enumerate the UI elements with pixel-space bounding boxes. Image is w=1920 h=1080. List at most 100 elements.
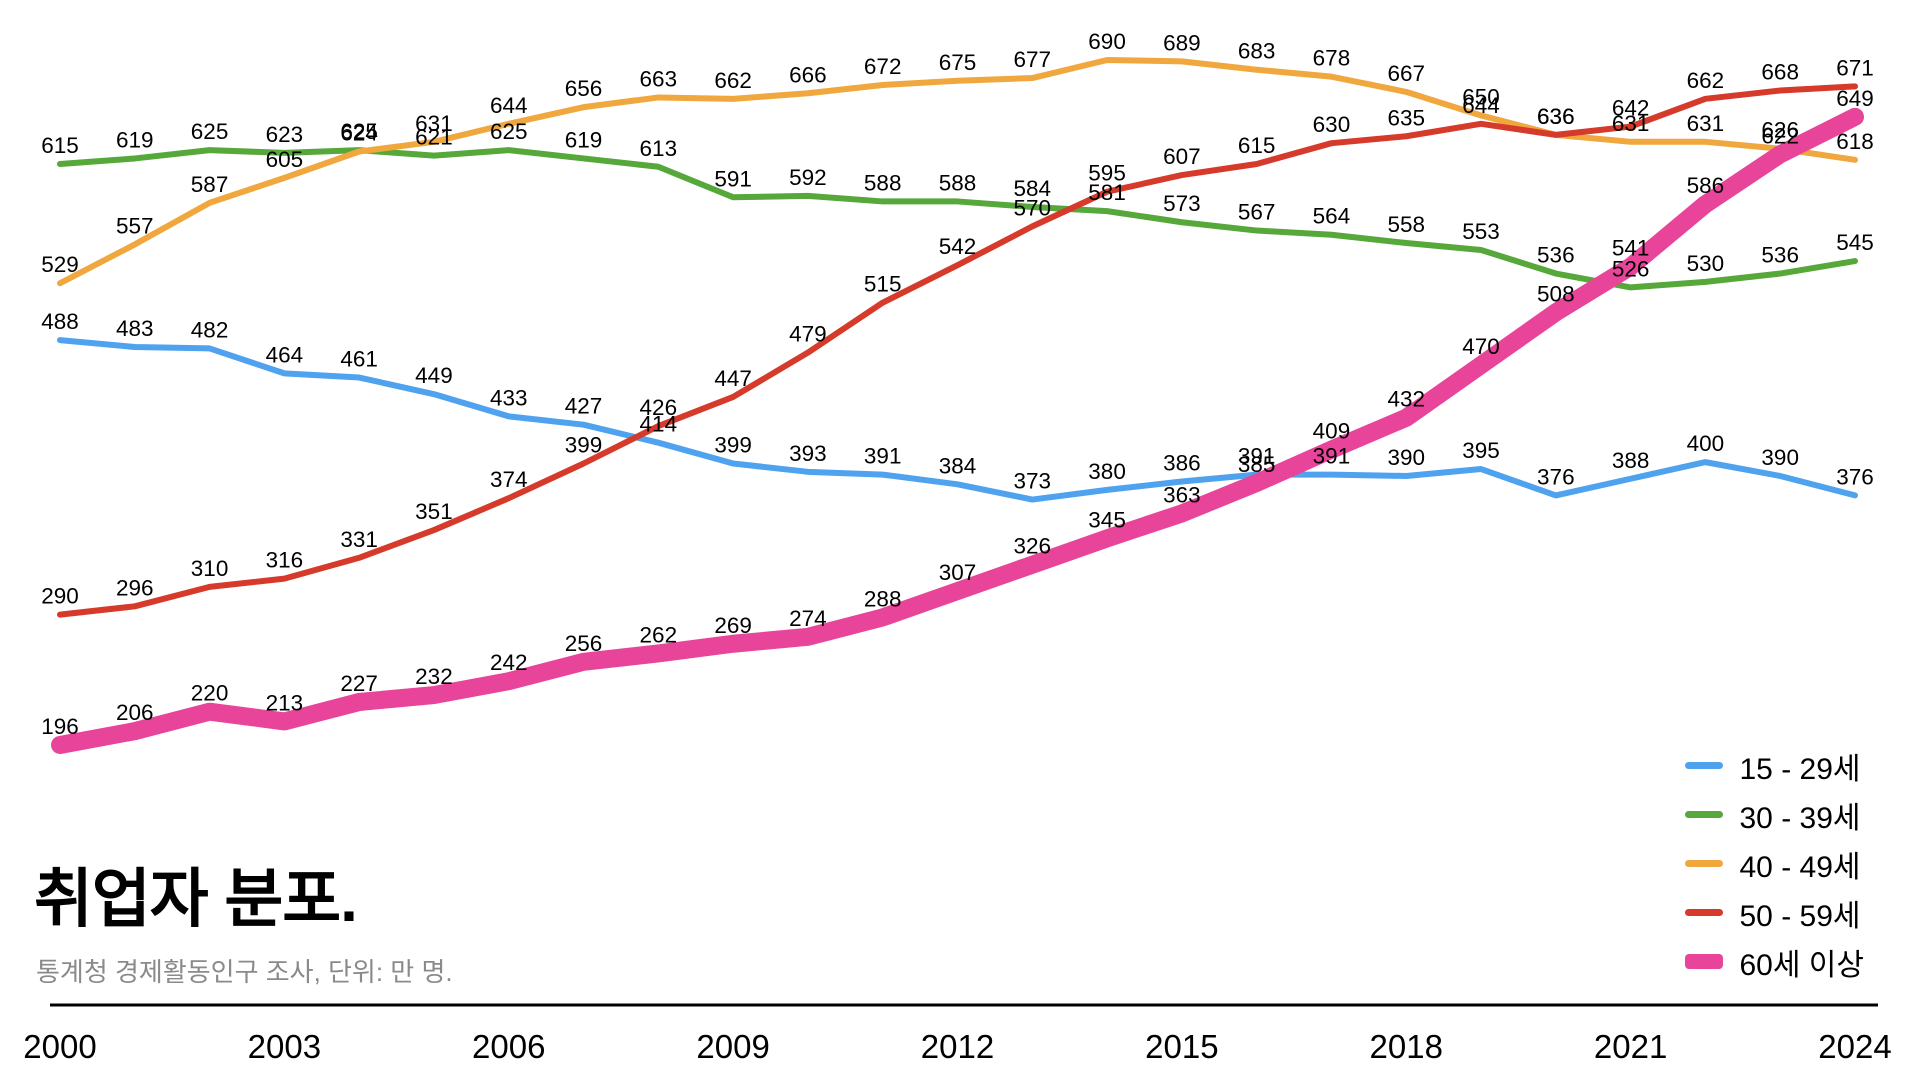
legend-label-2: 40 - 49세 bbox=[1739, 850, 1861, 884]
value-label-0: 391 bbox=[1238, 444, 1276, 469]
value-label-1: 526 bbox=[1612, 256, 1650, 281]
value-label-3: 668 bbox=[1761, 60, 1799, 85]
value-label-4: 622 bbox=[1761, 123, 1799, 148]
value-label-3: 635 bbox=[1387, 105, 1425, 130]
value-label-3: 426 bbox=[640, 395, 678, 420]
value-label-2: 689 bbox=[1163, 30, 1201, 55]
x-tick-label: 2003 bbox=[248, 1028, 321, 1065]
legend-label-4: 60세 이상 bbox=[1739, 948, 1864, 982]
value-label-1: 573 bbox=[1163, 191, 1201, 216]
value-label-1: 536 bbox=[1537, 243, 1575, 268]
value-label-4: 269 bbox=[714, 613, 752, 638]
chart-legend: 15 - 29세 30 - 39세 40 - 49세 50 - 59세 60세 이상 bbox=[1685, 735, 1864, 992]
legend-swatch-1 bbox=[1685, 811, 1724, 818]
value-label-1: 619 bbox=[565, 127, 603, 152]
value-label-2: 557 bbox=[116, 213, 154, 238]
value-label-1: 592 bbox=[789, 165, 827, 190]
value-label-4: 649 bbox=[1836, 86, 1874, 111]
value-label-1: 621 bbox=[415, 125, 453, 150]
value-label-3: 636 bbox=[1537, 104, 1575, 129]
value-label-3: 570 bbox=[1014, 195, 1052, 220]
series-line-0 bbox=[57, 337, 1858, 503]
value-label-4: 541 bbox=[1612, 236, 1650, 261]
series-line-4 bbox=[51, 107, 1864, 754]
x-tick-label: 2009 bbox=[696, 1028, 769, 1065]
value-label-2: 650 bbox=[1462, 84, 1500, 109]
value-label-2: 636 bbox=[1537, 104, 1575, 129]
value-label-0: 449 bbox=[415, 363, 453, 388]
x-tick-label: 2015 bbox=[1145, 1028, 1218, 1065]
value-label-2: 656 bbox=[565, 76, 603, 101]
value-label-4: 274 bbox=[789, 606, 827, 631]
value-label-0: 373 bbox=[1014, 469, 1052, 494]
value-label-2: 683 bbox=[1238, 39, 1276, 64]
value-label-1: 545 bbox=[1836, 230, 1874, 255]
value-label-1: 588 bbox=[939, 170, 977, 195]
value-label-0: 384 bbox=[939, 453, 977, 478]
value-label-0: 376 bbox=[1836, 464, 1874, 489]
value-label-4: 213 bbox=[266, 690, 304, 715]
value-label-3: 671 bbox=[1836, 55, 1874, 80]
value-label-2: 644 bbox=[490, 93, 528, 118]
legend-label-3: 50 - 59세 bbox=[1739, 899, 1861, 933]
value-label-3: 290 bbox=[41, 584, 79, 609]
value-label-1: 625 bbox=[191, 119, 229, 144]
x-tick-label: 2024 bbox=[1818, 1028, 1891, 1065]
value-label-2: 663 bbox=[640, 66, 678, 91]
value-label-1: 564 bbox=[1313, 204, 1351, 229]
value-label-3: 399 bbox=[565, 433, 603, 458]
value-label-0: 464 bbox=[266, 342, 304, 367]
value-label-0: 461 bbox=[340, 347, 378, 372]
value-label-0: 380 bbox=[1088, 459, 1126, 484]
value-label-1: 625 bbox=[490, 119, 528, 144]
value-label-4: 345 bbox=[1088, 507, 1126, 532]
legend-label-0: 15 - 29세 bbox=[1739, 752, 1861, 786]
value-label-2: 672 bbox=[864, 54, 902, 79]
value-label-0: 400 bbox=[1687, 431, 1725, 456]
value-label-0: 386 bbox=[1163, 451, 1201, 476]
value-label-4: 262 bbox=[640, 622, 678, 647]
value-label-3: 542 bbox=[939, 234, 977, 259]
value-label-1: 584 bbox=[1014, 176, 1052, 201]
x-tick-label: 2021 bbox=[1594, 1028, 1667, 1065]
legend-item-3: 50 - 59세 bbox=[1685, 894, 1864, 933]
value-label-4: 196 bbox=[41, 714, 79, 739]
value-label-3: 296 bbox=[116, 575, 154, 600]
value-label-4: 232 bbox=[415, 664, 453, 689]
value-label-2: 626 bbox=[1761, 118, 1799, 143]
value-label-3: 374 bbox=[490, 467, 528, 492]
value-label-2: 587 bbox=[191, 172, 229, 197]
value-label-1: 613 bbox=[640, 136, 678, 161]
value-label-4: 508 bbox=[1537, 281, 1575, 306]
value-label-3: 447 bbox=[714, 366, 752, 391]
value-label-1: 530 bbox=[1687, 251, 1725, 276]
value-label-4: 288 bbox=[864, 586, 902, 611]
value-label-4: 326 bbox=[1014, 534, 1052, 559]
series-line-3 bbox=[57, 83, 1858, 618]
value-label-1: 623 bbox=[266, 122, 304, 147]
value-label-4: 256 bbox=[565, 631, 603, 656]
value-label-4: 206 bbox=[116, 700, 154, 725]
value-label-3: 662 bbox=[1687, 68, 1725, 93]
value-label-1: 615 bbox=[41, 133, 79, 158]
value-label-4: 307 bbox=[939, 560, 977, 585]
value-label-1: 553 bbox=[1462, 219, 1500, 244]
legend-swatch-2 bbox=[1685, 860, 1724, 867]
value-label-2: 624 bbox=[340, 121, 378, 146]
value-label-4: 586 bbox=[1687, 173, 1725, 198]
value-label-2: 677 bbox=[1014, 47, 1052, 72]
value-label-1: 536 bbox=[1761, 243, 1799, 268]
value-label-0: 483 bbox=[116, 316, 154, 341]
value-label-2: 675 bbox=[939, 50, 977, 75]
value-label-4: 432 bbox=[1387, 387, 1425, 412]
value-label-2: 666 bbox=[789, 62, 827, 87]
value-label-2: 529 bbox=[41, 252, 79, 277]
value-label-1: 625 bbox=[340, 119, 378, 144]
value-label-4: 385 bbox=[1238, 452, 1276, 477]
legend-swatch-4 bbox=[1685, 954, 1724, 969]
value-label-4: 470 bbox=[1462, 334, 1500, 359]
value-label-0: 390 bbox=[1761, 445, 1799, 470]
value-label-3: 644 bbox=[1462, 93, 1500, 118]
value-label-2: 662 bbox=[714, 68, 752, 93]
